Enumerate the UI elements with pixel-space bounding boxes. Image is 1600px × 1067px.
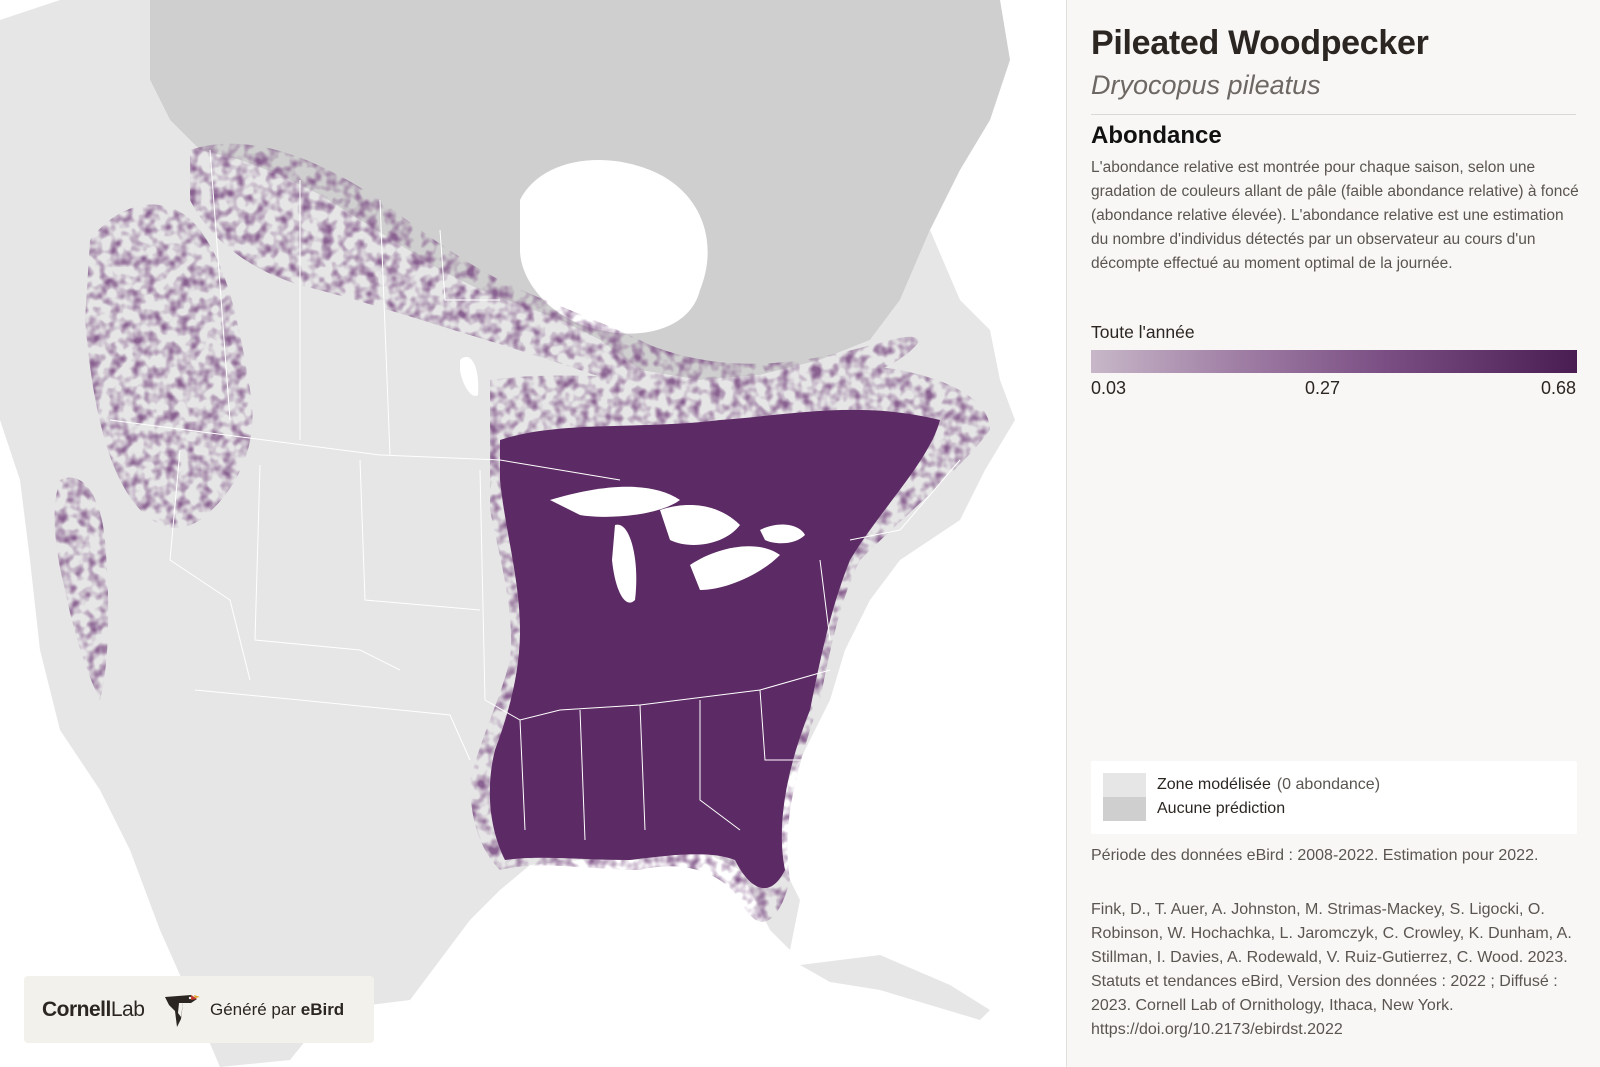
legend-label-no-prediction: Aucune prédiction	[1157, 800, 1286, 817]
cornell-lab-wordmark: CornellLab	[42, 998, 145, 1022]
abundance-high-layer	[489, 409, 940, 889]
scale-tick-min: 0.03	[1091, 378, 1127, 398]
citation-text: Fink, D., T. Auer, A. Johnston, M. Strim…	[1091, 901, 1572, 1038]
great-lakes	[460, 356, 805, 603]
abundance-map[interactable]	[0, 0, 1066, 1067]
info-panel: Pileated Woodpecker Dryocopus pileatus A…	[1066, 0, 1600, 1067]
logo-lab-text: Lab	[110, 998, 145, 1021]
abundance-heading: Abondance	[1091, 122, 1222, 149]
cornell-ebird-logo[interactable]: CornellLab Généré par eBird	[24, 976, 374, 1043]
generated-brand: eBird	[300, 1000, 345, 1019]
data-period-text: Période des données eBird : 2008-2022. E…	[1091, 847, 1539, 864]
species-common-name: Pileated Woodpecker	[1091, 24, 1429, 62]
generated-prefix: Généré par	[210, 1000, 296, 1019]
abundance-description: L'abondance relative est montrée pour ch…	[1091, 159, 1579, 272]
divider	[1091, 114, 1576, 115]
species-scientific-name: Dryocopus pileatus	[1091, 70, 1321, 100]
map-canvas[interactable]	[0, 0, 1066, 1067]
season-label: Toute l'année	[1091, 322, 1195, 342]
logo-cornell-text: Cornell	[42, 998, 111, 1021]
abundance-color-scale	[1091, 350, 1577, 373]
legend-item-no-prediction: Aucune prédiction	[1157, 800, 1285, 818]
map-legend: Zone modélisée (0 abondance) Aucune prédi…	[1091, 761, 1577, 834]
legend-label-modeled: Zone modélisée	[1157, 776, 1271, 793]
hudson-bay	[520, 160, 708, 334]
legend-swatch-no-prediction	[1103, 797, 1146, 821]
scale-tick-max: 0.68	[1540, 378, 1576, 398]
legend-note-modeled: (0 abondance)	[1276, 776, 1381, 793]
admin-borders	[109, 149, 961, 841]
legend-swatch-modeled	[1103, 773, 1146, 797]
generated-by-text: Généré par eBird	[210, 1000, 344, 1020]
legend-item-modeled: Zone modélisée (0 abondance)	[1157, 776, 1380, 794]
scale-tick-mid: 0.27	[1305, 378, 1341, 398]
woodpecker-logo-icon	[165, 995, 200, 1027]
